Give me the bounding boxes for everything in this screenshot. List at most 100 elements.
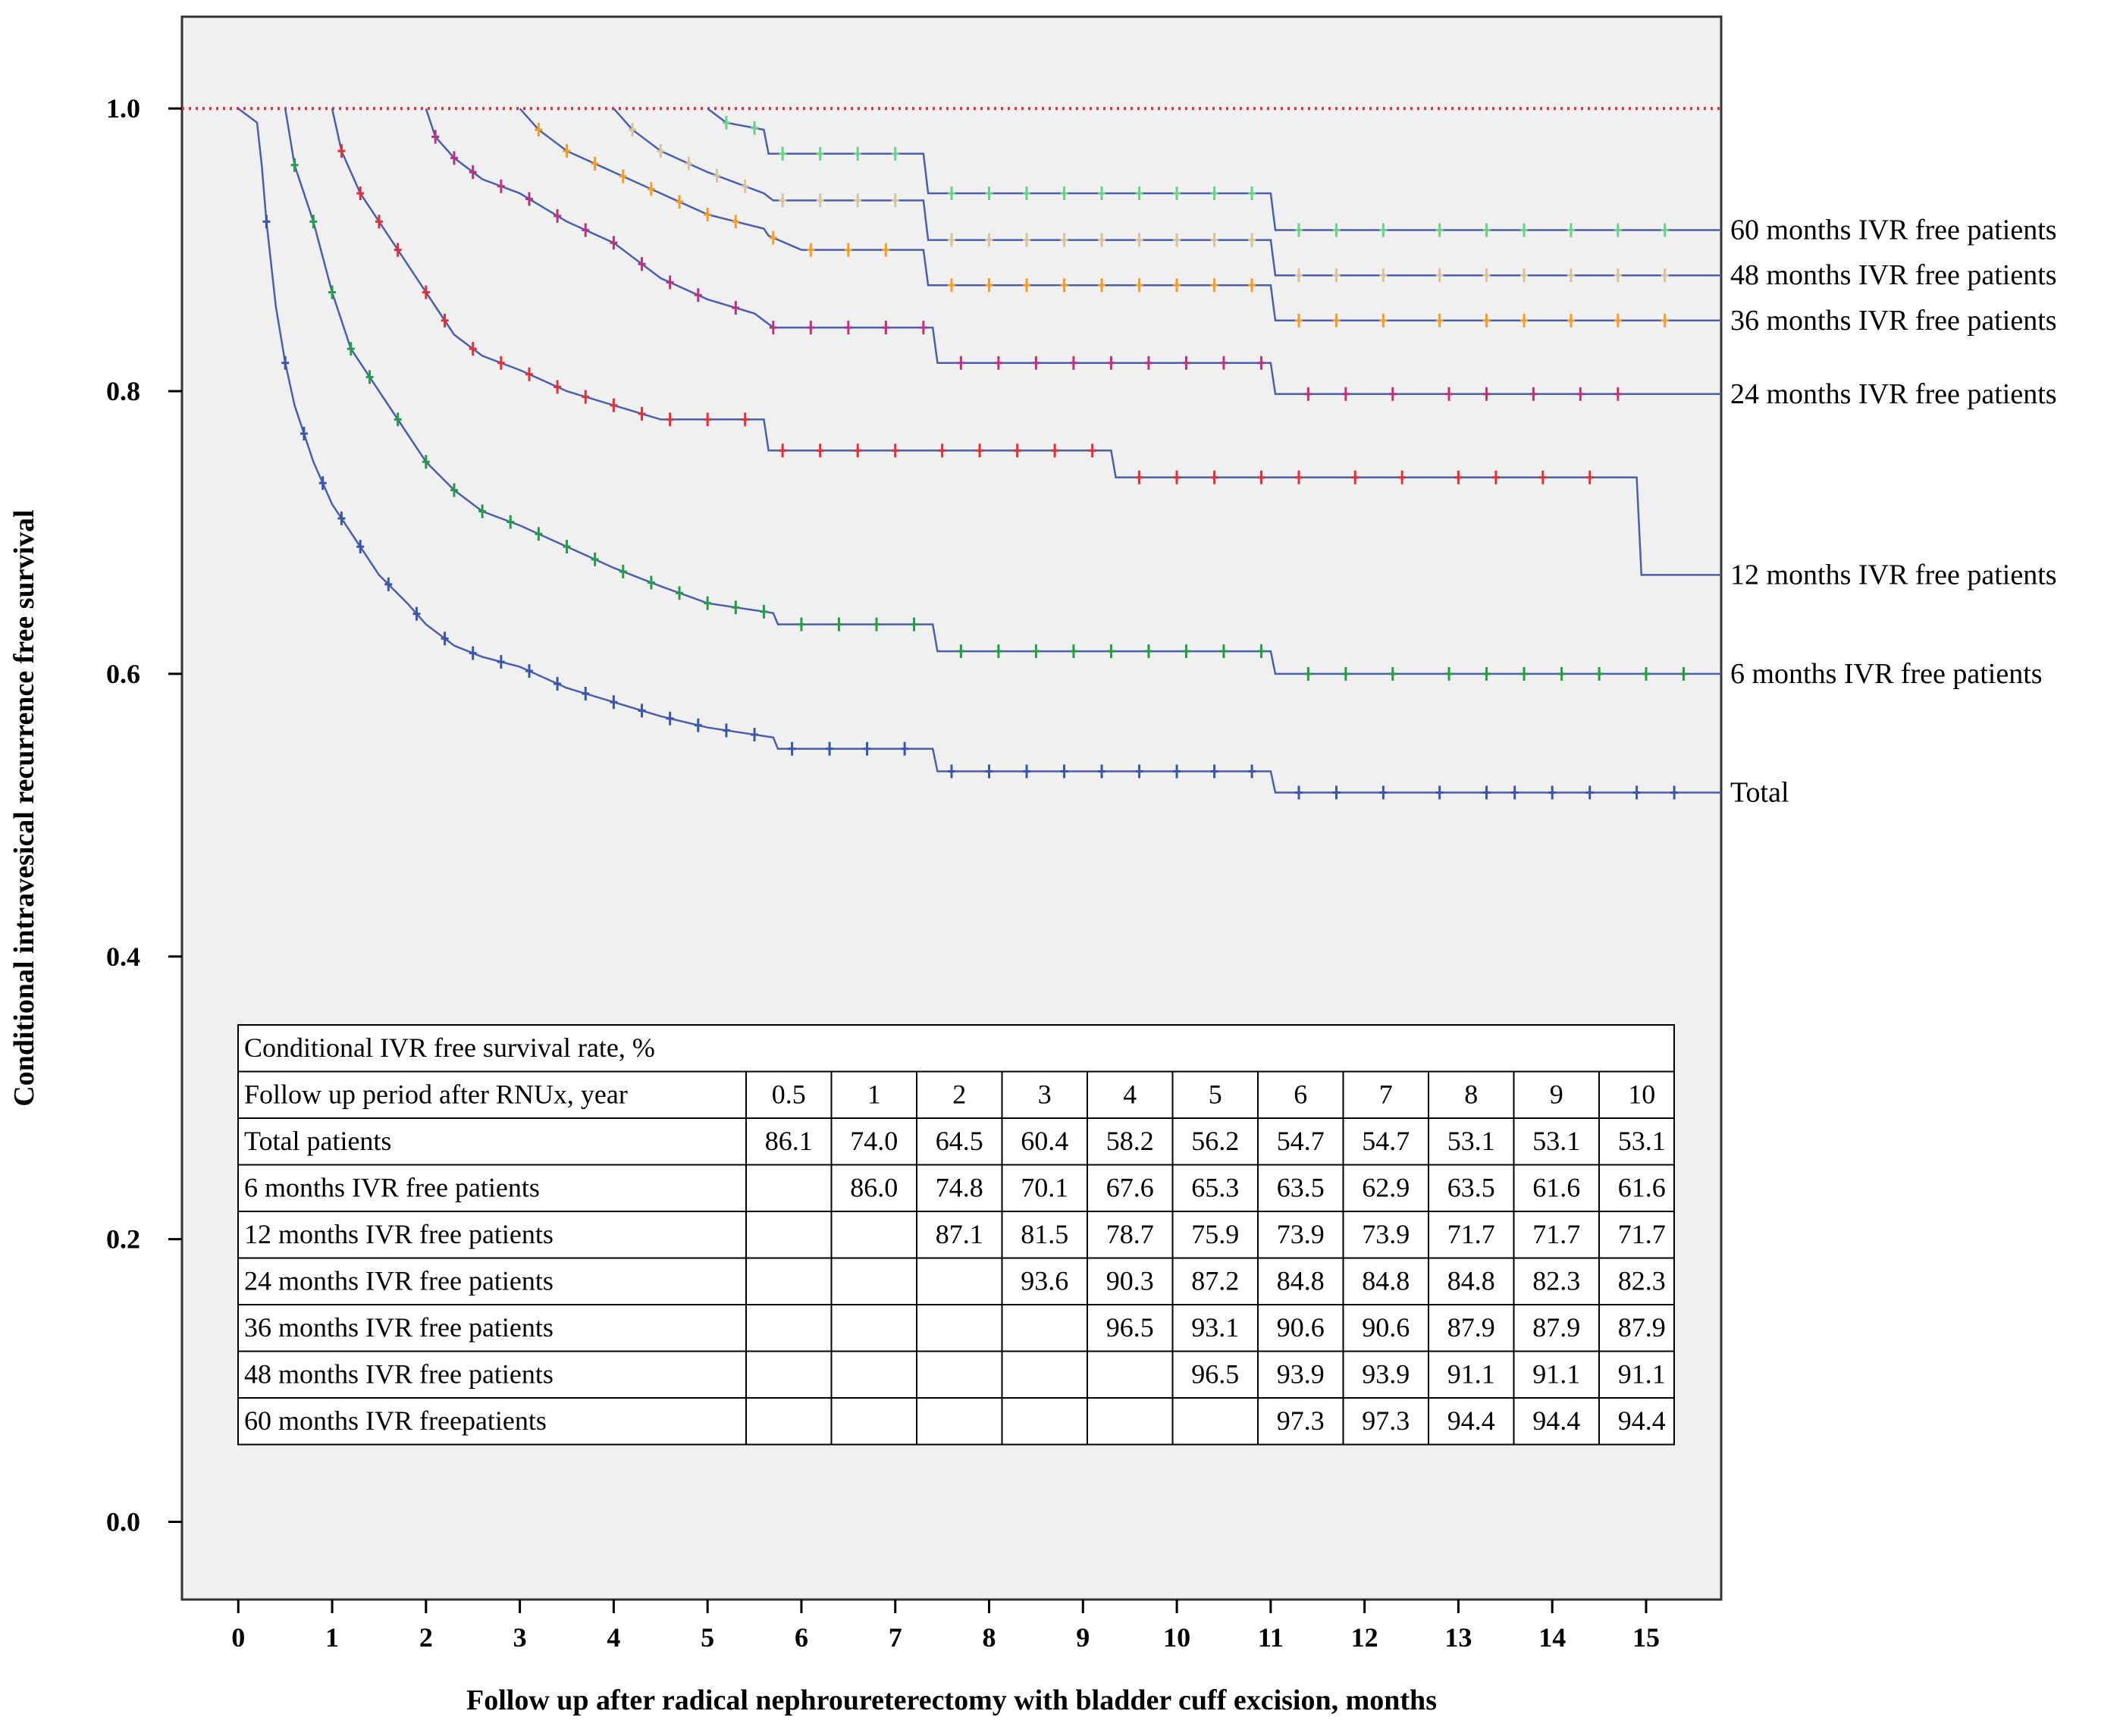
table-cell-4-7: 90.6 bbox=[1362, 1312, 1410, 1343]
y-tick-label-0.2: 0.2 bbox=[106, 1224, 140, 1255]
table-cell-5-6: 93.9 bbox=[1277, 1359, 1325, 1390]
table-cell-6-10: 94.4 bbox=[1618, 1405, 1666, 1436]
series-48-months-ivr-free-patients bbox=[613, 108, 1721, 283]
series-24-months-ivr-free-patients bbox=[425, 108, 1721, 401]
table-cell-2-9: 71.7 bbox=[1532, 1219, 1580, 1249]
table-cell-0-9: 53.1 bbox=[1532, 1126, 1580, 1156]
table-cell-5-9: 91.1 bbox=[1532, 1359, 1580, 1390]
x-tick-label-3: 3 bbox=[513, 1622, 527, 1653]
table-cell-3-6: 84.8 bbox=[1277, 1266, 1325, 1296]
table-year-1: 1 bbox=[867, 1080, 881, 1110]
series-label-24-months-ivr-free-patients: 24 months IVR free patients bbox=[1730, 378, 2057, 410]
table-cell-2-5: 75.9 bbox=[1191, 1219, 1239, 1249]
table-cell-0-7: 54.7 bbox=[1362, 1126, 1410, 1156]
table-cell-3-7: 84.8 bbox=[1362, 1266, 1410, 1296]
x-tick-label-0: 0 bbox=[231, 1622, 245, 1653]
y-tick-label-0.6: 0.6 bbox=[106, 659, 140, 689]
x-tick-label-5: 5 bbox=[701, 1622, 714, 1653]
table-cell-1-4: 67.6 bbox=[1106, 1173, 1154, 1203]
x-tick-label-11: 11 bbox=[1258, 1622, 1284, 1653]
table-cell-4-5: 93.1 bbox=[1191, 1312, 1239, 1343]
table-cell-0-1: 74.0 bbox=[850, 1126, 898, 1156]
table-cell-5-10: 91.1 bbox=[1618, 1359, 1666, 1390]
rate-table: Conditional IVR free survival rate, % Fol… bbox=[237, 1024, 1675, 1446]
y-axis-title: Conditional intravesical recurrence free… bbox=[8, 509, 40, 1106]
table-cell-6-6: 97.3 bbox=[1277, 1405, 1325, 1436]
curve-6-months-ivr-free-patients bbox=[284, 108, 1721, 675]
table-cell-2-10: 71.7 bbox=[1618, 1219, 1666, 1249]
series-6-months-ivr-free-patients bbox=[284, 108, 1721, 681]
table-cell-1-1: 86.0 bbox=[850, 1173, 898, 1203]
x-tick-label-4: 4 bbox=[607, 1622, 620, 1653]
table-year-4: 4 bbox=[1123, 1080, 1137, 1110]
y-tick-label-0.4: 0.4 bbox=[106, 942, 140, 972]
table-cell-2-3: 81.5 bbox=[1021, 1219, 1068, 1249]
curve-60-months-ivr-free-patients bbox=[707, 108, 1721, 231]
table-cell-5-7: 93.9 bbox=[1362, 1359, 1410, 1390]
table-cell-0-3: 60.4 bbox=[1021, 1126, 1068, 1156]
table-cell-3-5: 87.2 bbox=[1191, 1266, 1239, 1296]
table-cell-3-4: 90.3 bbox=[1106, 1266, 1154, 1296]
table-row-label-4: 36 months IVR free patients bbox=[244, 1312, 554, 1343]
curve-48-months-ivr-free-patients bbox=[613, 108, 1721, 277]
table-year-9: 9 bbox=[1550, 1080, 1563, 1110]
series-label-total: Total bbox=[1730, 776, 1789, 808]
table-cell-4-4: 96.5 bbox=[1106, 1312, 1154, 1343]
table-cell-3-9: 82.3 bbox=[1532, 1266, 1580, 1296]
series-36-months-ivr-free-patients bbox=[519, 108, 1721, 327]
table-year-8: 8 bbox=[1464, 1080, 1478, 1110]
table-cell-2-7: 73.9 bbox=[1362, 1219, 1410, 1249]
x-tick-label-8: 8 bbox=[983, 1622, 996, 1653]
series-label-6-months-ivr-free-patients: 6 months IVR free patients bbox=[1730, 658, 2043, 690]
series-60-months-ivr-free-patients bbox=[707, 108, 1721, 237]
series-labels-layer: 60 months IVR free patients 48 months IVR… bbox=[1730, 215, 2057, 809]
table-cell-1-2: 74.8 bbox=[936, 1173, 983, 1203]
curve-24-months-ivr-free-patients bbox=[425, 108, 1721, 396]
table-cell-0-2: 64.5 bbox=[936, 1126, 983, 1156]
table-row-label-3: 24 months IVR free patients bbox=[244, 1266, 554, 1296]
curve-total bbox=[237, 108, 1721, 794]
table-cell-5-5: 96.5 bbox=[1191, 1359, 1239, 1390]
table-cell-2-8: 71.7 bbox=[1447, 1219, 1495, 1249]
x-tick-label-2: 2 bbox=[419, 1622, 433, 1653]
table-cell-4-8: 87.9 bbox=[1447, 1312, 1495, 1343]
table-cell-6-8: 94.4 bbox=[1447, 1405, 1495, 1436]
table-row-label-5: 48 months IVR free patients bbox=[244, 1359, 554, 1390]
table-cell-5-8: 91.1 bbox=[1447, 1359, 1495, 1390]
table-cell-0-6: 54.7 bbox=[1277, 1126, 1325, 1156]
y-tick-label-1: 1.0 bbox=[106, 93, 140, 124]
series-12-months-ivr-free-patients bbox=[331, 108, 1721, 576]
table-cell-3-3: 93.6 bbox=[1021, 1266, 1068, 1296]
x-tick-label-7: 7 bbox=[889, 1622, 902, 1653]
x-tick-label-9: 9 bbox=[1076, 1622, 1090, 1653]
table-cell-1-10: 61.6 bbox=[1618, 1173, 1666, 1203]
table-cell-4-6: 90.6 bbox=[1277, 1312, 1325, 1343]
series-label-60-months-ivr-free-patients: 60 months IVR free patients bbox=[1730, 215, 2057, 246]
x-tick-label-10: 10 bbox=[1163, 1622, 1190, 1653]
table-cell-0-10: 53.1 bbox=[1618, 1126, 1666, 1156]
table-cell-3-8: 84.8 bbox=[1447, 1266, 1495, 1296]
table-cell-2-4: 78.7 bbox=[1106, 1219, 1154, 1249]
table-cell-0-5: 56.2 bbox=[1191, 1126, 1239, 1156]
table-cell-1-6: 63.5 bbox=[1277, 1173, 1325, 1203]
table-cell-1-7: 62.9 bbox=[1362, 1173, 1410, 1203]
table-title: Conditional IVR free survival rate, % bbox=[244, 1033, 655, 1063]
table-cell-2-2: 87.1 bbox=[936, 1219, 983, 1249]
table-cell-6-9: 94.4 bbox=[1532, 1405, 1580, 1436]
series-label-12-months-ivr-free-patients: 12 months IVR free patients bbox=[1730, 559, 2057, 591]
series-total bbox=[237, 108, 1721, 800]
y-tick-label-0: 0.0 bbox=[106, 1506, 140, 1537]
table-cell-0-8: 53.1 bbox=[1447, 1126, 1495, 1156]
table-year-5: 5 bbox=[1209, 1080, 1222, 1110]
x-tick-label-1: 1 bbox=[325, 1622, 339, 1653]
y-tick-label-0.8: 0.8 bbox=[106, 376, 140, 406]
table-cell-2-6: 73.9 bbox=[1277, 1219, 1325, 1249]
table-cell-6-7: 97.3 bbox=[1362, 1405, 1410, 1436]
table-year-2: 2 bbox=[952, 1080, 966, 1110]
table-year-0.5: 0.5 bbox=[772, 1080, 806, 1110]
table-year-7: 7 bbox=[1379, 1080, 1393, 1110]
x-tick-label-14: 14 bbox=[1538, 1622, 1566, 1653]
table-cell-1-9: 61.6 bbox=[1532, 1173, 1580, 1203]
table-cell-4-10: 87.9 bbox=[1618, 1312, 1666, 1343]
x-tick-label-13: 13 bbox=[1444, 1622, 1472, 1653]
